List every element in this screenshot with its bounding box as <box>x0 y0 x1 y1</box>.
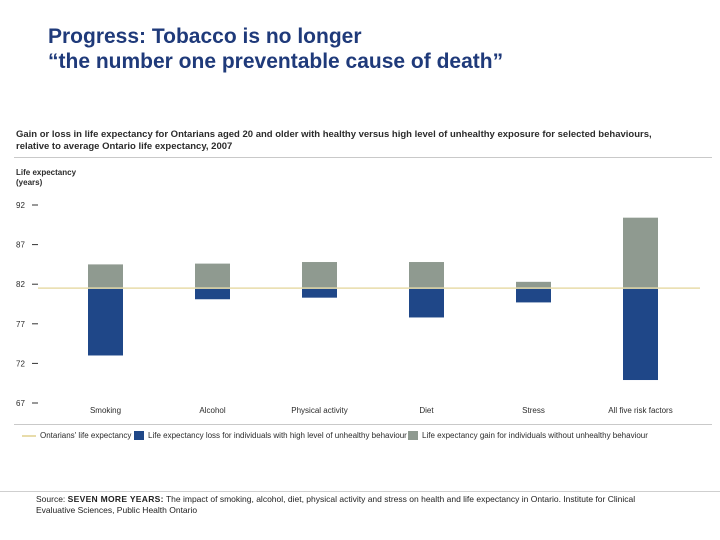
y-tick-label-1: 72 <box>16 359 25 368</box>
bar-gain-5 <box>623 217 658 289</box>
slide-title-line-1: Progress: Tobacco is no longer <box>48 25 362 48</box>
slide-title-line-2: “the number one preventable cause of dea… <box>48 50 504 73</box>
y-tick-label-4: 87 <box>16 241 25 250</box>
legend: Ontarians' life expectancy Life expectan… <box>0 431 720 445</box>
chart-title-line-2: relative to average Ontario life expecta… <box>16 141 233 152</box>
y-tick-label-2: 77 <box>16 320 25 329</box>
x-tick-label-3: Diet <box>419 406 434 415</box>
bar-gain-4 <box>516 281 551 289</box>
legend-item-loss: Life expectancy loss for individuals wit… <box>134 431 407 440</box>
bar-gain-2 <box>302 262 337 289</box>
x-tick-label-2: Physical activity <box>291 406 347 415</box>
bar-gain-1 <box>195 263 230 289</box>
legend-swatch-gain <box>408 431 418 440</box>
bars <box>38 217 700 381</box>
y-tick-label-0: 67 <box>16 399 25 408</box>
legend-swatch-baseline <box>22 434 36 437</box>
y-axis-label-line-1: Life expectancy <box>16 168 77 177</box>
bar-loss-4 <box>516 288 551 303</box>
source-text: The impact of smoking, alcohol, diet, ph… <box>36 494 636 515</box>
chart-title-divider <box>14 157 712 158</box>
legend-label-loss: Life expectancy loss for individuals wit… <box>148 431 407 440</box>
bar-loss-0 <box>88 288 123 356</box>
y-tick-label-3: 82 <box>16 280 25 289</box>
legend-item-baseline: Ontarians' life expectancy <box>22 431 131 440</box>
bar-loss-5 <box>623 288 658 381</box>
bar-gain-3 <box>409 262 444 289</box>
x-tick-label-4: Stress <box>522 406 545 415</box>
chart-title: Gain or loss in life expectancy for Onta… <box>16 129 706 153</box>
chart-title-line-1: Gain or loss in life expectancy for Onta… <box>16 129 652 140</box>
y-axis-label-line-2: (years) <box>16 178 43 187</box>
bar-loss-2 <box>302 288 337 298</box>
source-citation: Source: SEVEN MORE YEARS: The impact of … <box>36 494 676 516</box>
y-axis-label: Life expectancy (years) <box>16 168 86 188</box>
y-tick-label-5: 92 <box>16 201 25 210</box>
bar-loss-1 <box>195 288 230 300</box>
y-axis: 67 72 77 82 87 92 <box>16 201 38 408</box>
x-tick-label-5: All five risk factors <box>608 406 672 415</box>
source-prefix: Source: <box>36 494 68 504</box>
slide-title: Progress: Tobacco is no longer “the numb… <box>48 24 688 74</box>
legend-swatch-loss <box>134 431 144 440</box>
bar-loss-3 <box>409 288 444 318</box>
legend-item-gain: Life expectancy gain for individuals wit… <box>408 431 648 440</box>
x-tick-label-0: Smoking <box>90 406 121 415</box>
x-axis-labels: Smoking Alcohol Physical activity Diet Stres… <box>90 406 673 415</box>
legend-label-baseline: Ontarians' life expectancy <box>40 431 132 440</box>
source-report-title: SEVEN MORE YEARS: <box>67 494 164 504</box>
bar-gain-0 <box>88 264 123 289</box>
footer-divider <box>0 491 720 492</box>
legend-label-gain: Life expectancy gain for individuals wit… <box>422 431 648 440</box>
legend-divider <box>14 424 712 425</box>
x-tick-label-1: Alcohol <box>199 406 225 415</box>
